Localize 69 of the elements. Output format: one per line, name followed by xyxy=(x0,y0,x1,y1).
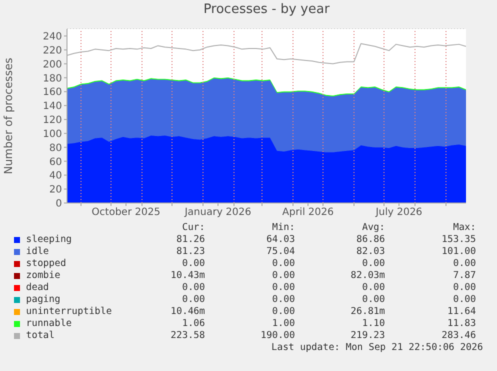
y-tick-label: 160 xyxy=(42,87,62,98)
text: 81.26 xyxy=(176,234,205,245)
y-tick-label: 120 xyxy=(42,115,62,126)
y-tick-label: 40 xyxy=(49,170,62,182)
text: 10.46m xyxy=(170,306,205,317)
text: 11.64 xyxy=(447,306,476,317)
y-tick-label: 140 xyxy=(42,101,62,112)
x-tick-label: July 2026 xyxy=(374,207,422,218)
text: 0.00 xyxy=(453,294,476,305)
y-tick-label: 100 xyxy=(42,128,62,140)
y-tick-label: 200 xyxy=(42,59,62,70)
text: 190.00 xyxy=(260,330,295,341)
text: 64.03 xyxy=(266,234,295,245)
y-tick-label: 0 xyxy=(56,198,62,210)
text: 0.00 xyxy=(453,282,476,293)
text: 7.87 xyxy=(453,270,476,281)
y-tick-label: 80 xyxy=(49,142,62,154)
text: 153.35 xyxy=(442,234,476,245)
x-tick-label: April 2026 xyxy=(282,207,334,218)
text: 10.43m xyxy=(170,270,205,281)
text: 81.23 xyxy=(176,246,205,257)
text: 0.00 xyxy=(272,282,295,293)
legend-label: stopped xyxy=(26,258,66,269)
text: 0.00 xyxy=(272,258,295,269)
text: 82.03 xyxy=(356,246,385,257)
text: 75.04 xyxy=(266,246,295,257)
text: 11.83 xyxy=(447,318,476,329)
text: Last update: Mon Sep 21 22:50:06 2026 xyxy=(271,342,483,353)
text: Avg: xyxy=(362,222,385,233)
text: 0.00 xyxy=(182,282,205,293)
legend-label: uninterruptible xyxy=(26,306,112,317)
text: 219.23 xyxy=(350,330,385,341)
legend-label: dead xyxy=(26,282,49,293)
text: 26.81m xyxy=(350,306,385,317)
text: Min: xyxy=(272,222,295,233)
legend-label: total xyxy=(26,330,55,341)
text: 1.06 xyxy=(182,318,205,329)
legend-label: zombie xyxy=(26,270,60,281)
y-tick-label: 240 xyxy=(42,32,62,43)
text: 0.00 xyxy=(182,258,205,269)
text: 0.00 xyxy=(362,294,385,305)
text: 0.00 xyxy=(362,282,385,293)
text: 101.00 xyxy=(442,246,476,257)
text: 0.00 xyxy=(272,294,295,305)
text: 86.86 xyxy=(356,234,385,245)
y-tick-label: 60 xyxy=(49,156,62,168)
legend-label: paging xyxy=(26,294,60,305)
chart-title: Processes - by year xyxy=(202,2,331,17)
y-tick-label: 180 xyxy=(42,73,62,84)
x-tick-label: October 2025 xyxy=(92,207,160,218)
text: 0.00 xyxy=(182,294,205,305)
y-axis-title: Number of processes xyxy=(2,57,15,174)
text: 1.00 xyxy=(272,318,295,329)
text: 0.00 xyxy=(453,258,476,269)
text: 283.46 xyxy=(442,330,476,341)
y-tick-label: 220 xyxy=(42,45,62,56)
text: 223.58 xyxy=(170,330,205,341)
y-tick-label: 20 xyxy=(49,184,62,196)
text: 0.00 xyxy=(272,306,295,317)
text: 1.10 xyxy=(362,318,385,329)
legend-label: sleeping xyxy=(26,234,72,245)
text: Max: xyxy=(453,222,476,233)
text: 0.00 xyxy=(362,258,385,269)
x-tick-label: January 2026 xyxy=(184,207,252,218)
legend-label: idle xyxy=(26,246,49,257)
text: 82.03m xyxy=(350,270,385,281)
text: 0.00 xyxy=(272,270,295,281)
legend-label: runnable xyxy=(26,318,72,329)
text: Cur: xyxy=(182,222,205,233)
